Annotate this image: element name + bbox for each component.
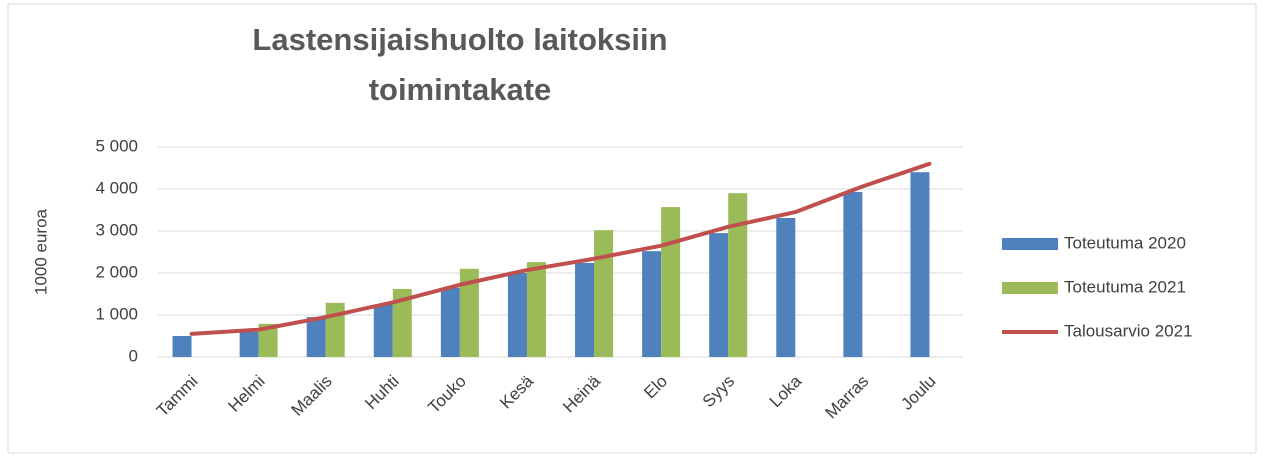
legend-label: Toteutuma 2021 xyxy=(1064,277,1186,296)
legend-swatch xyxy=(1002,238,1058,250)
bar xyxy=(258,323,278,357)
chart-title: Lastensijaishuolto laitoksiin xyxy=(252,22,667,57)
bar xyxy=(172,336,192,357)
legend-label: Talousarvio 2021 xyxy=(1064,321,1193,340)
y-tick-label: 3 000 xyxy=(95,220,138,239)
bar xyxy=(709,233,729,357)
bar xyxy=(325,302,345,357)
y-tick-label: 0 xyxy=(129,346,138,365)
chart-title: toimintakate xyxy=(369,72,552,107)
bar xyxy=(239,331,259,357)
line-series xyxy=(189,161,932,336)
y-axis-label: 1000 euroa xyxy=(31,208,50,295)
bar xyxy=(776,217,796,357)
y-tick-label: 1 000 xyxy=(95,304,138,323)
bar xyxy=(392,288,412,357)
bar xyxy=(507,273,527,357)
bar xyxy=(373,304,393,357)
legend-label: Toteutuma 2020 xyxy=(1064,233,1186,252)
y-tick-label: 2 000 xyxy=(95,262,138,281)
bar xyxy=(843,191,863,357)
y-tick-label: 4 000 xyxy=(95,178,138,197)
bar xyxy=(459,268,479,357)
chart-frame xyxy=(7,3,1257,454)
bar xyxy=(306,317,326,357)
legend-swatch xyxy=(1002,282,1058,294)
bar xyxy=(910,172,930,357)
bar xyxy=(526,262,546,357)
y-tick-label: 5 000 xyxy=(95,136,138,155)
bar xyxy=(575,262,595,357)
bar xyxy=(728,193,748,357)
bar xyxy=(642,251,662,357)
bar xyxy=(440,287,460,357)
bar xyxy=(594,230,614,357)
bar xyxy=(661,207,681,357)
